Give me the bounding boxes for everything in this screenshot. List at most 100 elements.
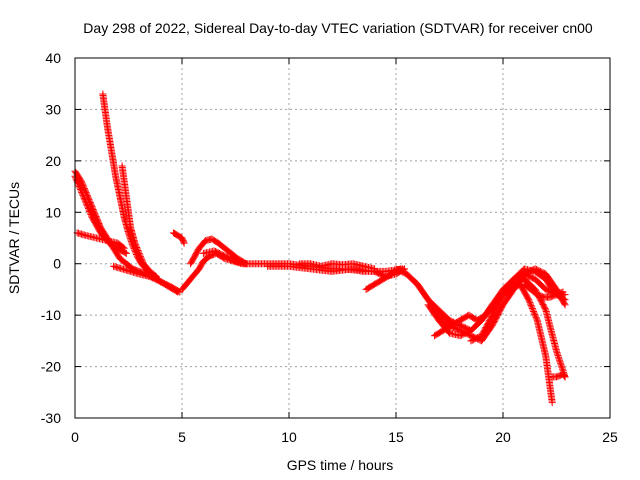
data-point: [555, 353, 563, 361]
data-point: [533, 315, 541, 323]
data-point: [553, 347, 560, 355]
data-point: [122, 249, 130, 257]
data-point: [82, 199, 90, 207]
data-point: [76, 184, 84, 192]
data-point: [561, 301, 569, 309]
x-tick-label: 0: [71, 429, 79, 445]
data-point: [135, 249, 143, 257]
series-track-r: [431, 280, 556, 407]
series-track-t: [520, 280, 567, 301]
data-point: [560, 372, 568, 380]
data-point: [83, 202, 91, 210]
data-point: [531, 310, 539, 318]
data-point: [81, 197, 89, 205]
data-point: [138, 255, 146, 263]
data-point: [134, 246, 142, 254]
chart-title: Day 298 of 2022, Sidereal Day-to-day VTE…: [83, 20, 593, 36]
series-track-l: [264, 262, 409, 281]
data-point: [78, 190, 86, 198]
data-point: [81, 196, 89, 204]
data-point: [527, 300, 535, 308]
data-point: [558, 362, 566, 370]
data-point: [180, 238, 188, 246]
x-tick-label: 10: [281, 429, 297, 445]
series-track-f: [110, 262, 184, 296]
data-point: [526, 299, 534, 307]
data-point: [72, 175, 80, 183]
data-point: [87, 210, 95, 218]
data-point: [531, 312, 539, 320]
data-point: [138, 257, 146, 265]
series-track-g: [169, 229, 188, 247]
series-track-e: [118, 162, 160, 281]
data-point: [180, 239, 188, 247]
data-point: [136, 252, 144, 260]
y-axis-label: SDTVAR / TECUs: [6, 182, 22, 294]
data-point: [371, 265, 379, 273]
data-point: [527, 302, 535, 310]
data-point: [132, 242, 140, 250]
data-point: [230, 257, 238, 264]
data-point: [556, 358, 564, 366]
data-point: [84, 205, 92, 213]
data-point: [528, 303, 536, 311]
x-tick-label: 25: [602, 429, 618, 445]
y-tick-label: -10: [41, 307, 61, 323]
data-point: [557, 359, 565, 367]
data-point: [554, 350, 562, 358]
x-axis-label: GPS time / hours: [287, 457, 394, 473]
data-point: [555, 355, 563, 363]
data-point: [560, 300, 568, 308]
data-point: [553, 349, 561, 357]
data-point: [528, 305, 536, 313]
data-point: [120, 244, 128, 252]
data-point: [136, 251, 144, 259]
plot-border: [74, 57, 611, 419]
data-point: [530, 309, 538, 317]
data-point: [133, 245, 141, 253]
series-track-s: [467, 265, 569, 345]
y-tick-label: 30: [45, 101, 61, 117]
data-point: [84, 203, 92, 211]
data-point: [561, 373, 569, 381]
series-track-d: [99, 90, 182, 296]
data-point: [529, 306, 537, 314]
data-point: [83, 200, 91, 208]
grid-lines: [75, 58, 610, 418]
data-point: [554, 352, 562, 360]
data-point: [541, 305, 549, 313]
data-point: [80, 194, 88, 202]
data-point: [86, 209, 94, 217]
data-point: [557, 361, 565, 369]
series-track-u: [548, 370, 569, 381]
y-tick-label: 10: [45, 204, 61, 220]
data-point: [559, 288, 567, 296]
data-point: [121, 249, 129, 257]
data-point: [74, 180, 82, 188]
data-point: [75, 183, 83, 191]
y-tick-label: 20: [45, 153, 61, 169]
y-tick-label: -30: [41, 410, 61, 426]
data-point: [85, 206, 93, 214]
data-point: [119, 243, 127, 251]
data-point: [78, 188, 86, 196]
data-point: [131, 239, 139, 247]
y-tick-label: 40: [45, 50, 61, 66]
data-point: [558, 364, 566, 372]
series-track-c: [73, 229, 128, 252]
x-tick-label: 15: [388, 429, 404, 445]
data-point: [525, 296, 533, 304]
data-point: [77, 186, 85, 194]
data-point: [77, 187, 85, 195]
series-track-b: [71, 172, 130, 257]
y-tick-label: -20: [41, 359, 61, 375]
data-point: [556, 356, 564, 364]
data-point: [558, 289, 566, 297]
data-point: [525, 297, 533, 305]
data-point: [133, 244, 141, 252]
data-point: [560, 371, 568, 379]
data-point: [135, 248, 143, 256]
axis-ticks: 0 5 10 15 20 25 -30 -20 -10 0 10 20 30 40: [41, 50, 618, 445]
y-tick-label: 0: [53, 256, 61, 272]
